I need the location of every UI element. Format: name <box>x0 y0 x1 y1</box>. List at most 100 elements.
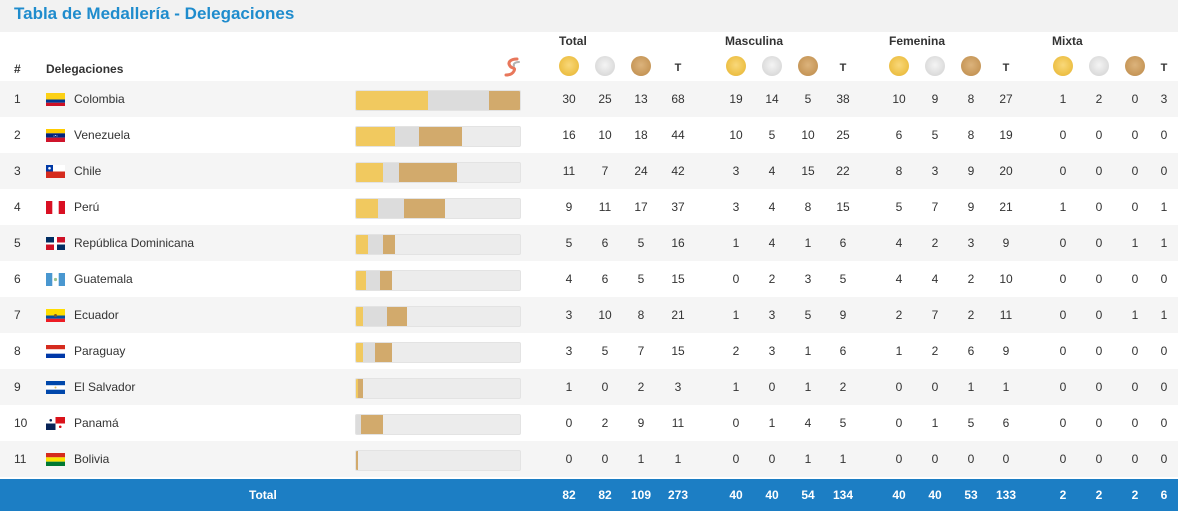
bronze-bar-segment <box>360 415 383 434</box>
bronze-medal-icon <box>798 56 818 76</box>
table-header: # Delegaciones Total Masculina Femenina … <box>0 32 1178 81</box>
rank-cell: 8 <box>14 344 21 358</box>
bronze-bar-segment <box>387 307 407 326</box>
gold-bar-segment <box>356 307 364 326</box>
delegations-header: Delegaciones <box>46 62 124 76</box>
table-row[interactable]: 5 República Dominicana 5 6 5 16 1 4 1 6 4 2 3 9 0 0 1 1 <box>0 225 1178 261</box>
country-name[interactable]: Perú <box>74 200 100 214</box>
country-name[interactable]: Bolivia <box>74 452 110 466</box>
medal-count-cell: 10 <box>598 128 612 142</box>
medal-count-cell: 4 <box>768 200 776 214</box>
dominicana-flag-icon <box>46 237 65 250</box>
medal-count-cell: 7 <box>931 308 939 322</box>
total-count-cell: 54 <box>801 488 815 502</box>
medal-count-cell: 1 <box>967 380 975 394</box>
medal-count-cell: 1 <box>804 236 812 250</box>
rank-cell: 11 <box>14 452 27 466</box>
country-name[interactable]: Guatemala <box>74 272 133 286</box>
colombia-flag-icon <box>46 93 65 106</box>
table-row[interactable]: 2 Venezuela 16 10 18 44 10 5 10 25 6 5 8 19 0 0 0 0 <box>0 117 1178 153</box>
medal-count-cell: 4 <box>804 416 812 430</box>
table-row[interactable]: 8 Paraguay 3 5 7 15 2 3 1 6 1 2 6 9 0 0 0 0 <box>0 333 1178 369</box>
medal-count-cell: 2 <box>931 236 939 250</box>
total-count-cell: 40 <box>765 488 779 502</box>
group-total-header: Total <box>559 34 587 48</box>
total-count-cell: 40 <box>892 488 906 502</box>
bronze-bar-segment <box>356 451 359 470</box>
medal-count-cell: 2 <box>931 344 939 358</box>
country-name[interactable]: Colombia <box>74 92 125 106</box>
bronze-bar-segment <box>418 127 463 146</box>
table-row[interactable]: 3 Chile 11 7 24 42 3 4 15 22 8 3 9 20 0 0 0 0 <box>0 153 1178 189</box>
medal-count-cell: 9 <box>967 164 975 178</box>
medal-count-cell: 1 <box>1160 308 1168 322</box>
total-column-header: T <box>1160 62 1168 74</box>
medal-count-cell: 1 <box>804 452 812 466</box>
medal-count-cell: 15 <box>836 200 850 214</box>
country-name[interactable]: Paraguay <box>74 344 126 358</box>
medal-count-cell: 7 <box>637 344 645 358</box>
total-column-header: T <box>674 62 682 74</box>
gold-medal-icon <box>559 56 579 76</box>
ecuador-flag-icon <box>46 309 65 322</box>
medal-count-cell: 2 <box>967 272 975 286</box>
country-name[interactable]: Panamá <box>74 416 119 430</box>
total-count-cell: 134 <box>832 488 854 502</box>
medal-distribution-bar <box>355 198 521 219</box>
chile-flag-icon <box>46 165 65 178</box>
bronze-bar-segment <box>375 343 393 362</box>
medal-count-cell: 10 <box>999 272 1013 286</box>
medal-count-cell: 0 <box>931 380 939 394</box>
table-row[interactable]: 6 Guatemala 4 6 5 15 0 2 3 5 4 4 2 10 0 0 0 0 <box>0 261 1178 297</box>
country-name[interactable]: Venezuela <box>74 128 131 142</box>
medal-count-cell: 0 <box>601 452 609 466</box>
medal-count-cell: 22 <box>836 164 850 178</box>
table-row[interactable]: 10 Panamá 0 2 9 11 0 1 4 5 0 1 5 6 0 0 0 0 <box>0 405 1178 441</box>
medal-count-cell: 1 <box>732 380 740 394</box>
silver-bar-segment <box>363 307 388 326</box>
bolivia-flag-icon <box>46 453 65 466</box>
medal-count-cell: 0 <box>1131 452 1139 466</box>
table-row[interactable]: 9 El Salvador 1 0 2 3 1 0 1 2 0 0 1 1 0 0 0 0 <box>0 369 1178 405</box>
medal-count-cell: 11 <box>671 416 685 430</box>
silver-bar-segment <box>368 235 383 254</box>
medal-count-cell: 4 <box>895 272 903 286</box>
country-name[interactable]: El Salvador <box>74 380 136 394</box>
medal-count-cell: 44 <box>671 128 685 142</box>
total-label: Total <box>249 488 277 502</box>
total-count-cell: 40 <box>729 488 743 502</box>
medal-count-cell: 0 <box>895 416 903 430</box>
medal-count-cell: 0 <box>1059 164 1067 178</box>
country-name[interactable]: República Dominicana <box>74 236 195 250</box>
table-row[interactable]: 1 Colombia 30 25 13 68 19 14 5 38 10 9 8 27 1 2 0 3 <box>0 81 1178 117</box>
medal-count-cell: 1 <box>895 344 903 358</box>
medal-count-cell: 27 <box>999 92 1013 106</box>
rank-cell: 10 <box>14 416 28 430</box>
bronze-bar-segment <box>380 271 393 290</box>
medal-count-cell: 19 <box>729 92 743 106</box>
medal-count-cell: 2 <box>1095 92 1103 106</box>
medal-count-cell: 3 <box>732 200 740 214</box>
silver-bar-segment <box>356 415 361 434</box>
elsalvador-flag-icon <box>46 381 65 394</box>
table-row[interactable]: 7 Ecuador 3 10 8 21 1 3 5 9 2 7 2 11 0 0 1 1 <box>0 297 1178 333</box>
total-count-cell: 53 <box>964 488 978 502</box>
country-name[interactable]: Chile <box>74 164 102 178</box>
table-row[interactable]: 4 Perú 9 11 17 37 3 4 8 15 5 7 9 21 1 0 0 1 <box>0 189 1178 225</box>
medal-count-cell: 5 <box>565 236 573 250</box>
total-count-cell: 273 <box>667 488 689 502</box>
medal-count-cell: 16 <box>562 128 576 142</box>
medal-count-cell: 6 <box>895 128 903 142</box>
medal-count-cell: 0 <box>895 452 903 466</box>
total-count-cell: 2 <box>1095 488 1103 502</box>
country-name[interactable]: Ecuador <box>74 308 119 322</box>
medal-count-cell: 10 <box>801 128 815 142</box>
rank-cell: 2 <box>14 128 21 142</box>
table-row[interactable]: 11 Bolivia 0 0 1 1 0 0 1 1 0 0 0 0 0 0 0 0 <box>0 441 1178 477</box>
medal-count-cell: 10 <box>729 128 743 142</box>
medal-count-cell: 15 <box>671 272 685 286</box>
rank-cell: 1 <box>14 92 21 106</box>
medal-count-cell: 37 <box>671 200 685 214</box>
medal-count-cell: 68 <box>671 92 685 106</box>
medal-count-cell: 11 <box>598 200 612 214</box>
